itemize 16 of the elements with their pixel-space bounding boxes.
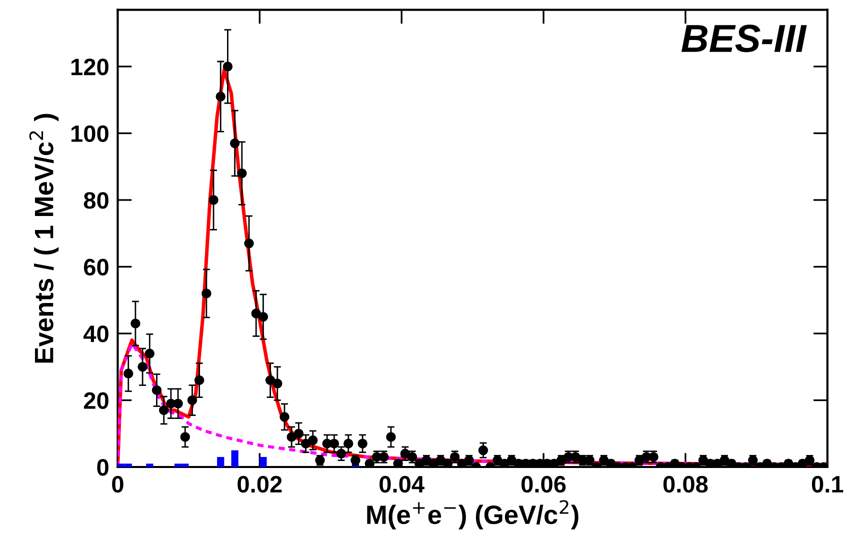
y-tick-label: 100 <box>71 125 108 142</box>
y-tick-label: 60 <box>84 258 108 276</box>
x-tick-label: 0.02 <box>238 476 282 493</box>
annotation: BES-III <box>681 24 807 52</box>
y-tick-label: 40 <box>83 326 108 342</box>
x-tick-label: 0.08 <box>663 476 708 493</box>
y-tick-label: 20 <box>84 392 108 410</box>
x-tick-label: 0 <box>112 476 124 493</box>
y-axis-title: Events / ( 1 MeV/c$^{2}$ ) <box>29 114 59 363</box>
x-tick-label: 0.04 <box>380 476 424 493</box>
y-tick-label: 0 <box>97 459 108 476</box>
x-tick-label: 0.06 <box>521 476 566 493</box>
y-tick-label: 120 <box>71 58 108 76</box>
y-tick-label: 80 <box>84 192 108 209</box>
x-tick-label: 0.1 <box>812 476 844 493</box>
x-axis-title: M(e$^{+}$e$^{−}$) (GeV/c$^{2}$) <box>367 500 578 530</box>
